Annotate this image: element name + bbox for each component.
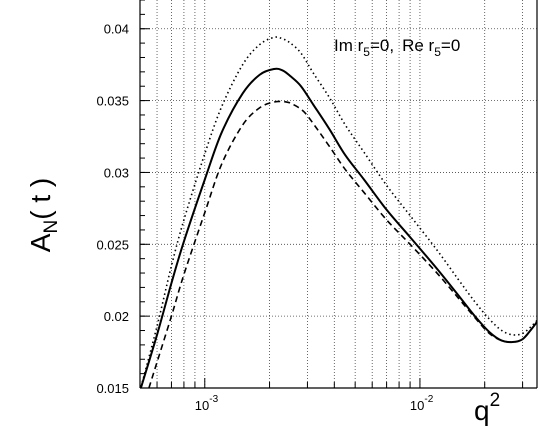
y-tick-label: 0.02 <box>104 309 129 324</box>
plot-frame <box>139 0 538 389</box>
y-axis-label-rest: ( t ) <box>25 178 56 220</box>
y-tick-label: 0.035 <box>96 94 129 109</box>
axis-ticks: 0.015 0.02 0.025 0.03 0.035 0.04 10-3 10-2 <box>96 0 524 413</box>
svg-text:Im r5=0,Re r5=0: Im r5=0, Re r5=0 <box>334 36 460 59</box>
y-axis-label-main: A <box>25 233 56 252</box>
annotation-im-val: =0, <box>370 36 394 55</box>
series-dashed-line <box>148 100 537 388</box>
annotation-im: Im r <box>334 36 364 55</box>
annotation-label: Im r5=0, Re r5=0 <box>334 36 460 59</box>
series-dotted-line <box>140 36 537 388</box>
x-axis-label-sup: 2 <box>490 390 501 411</box>
annotation-re-val: =0 <box>441 36 460 55</box>
series-solid-line <box>140 67 537 388</box>
annotation-re-sub: 5 <box>434 45 441 59</box>
x-axis-label: q2 <box>474 390 500 426</box>
y-axis-label: AN( t ) <box>25 178 62 252</box>
svg-text:AN( t ): AN( t ) <box>25 178 62 252</box>
y-tick-label: 0.015 <box>96 381 129 396</box>
y-tick-label: 0.03 <box>104 165 129 180</box>
y-axis-label-sub: N <box>41 220 62 234</box>
curves <box>140 36 537 388</box>
annotation-im-sub: 5 <box>363 45 370 59</box>
x-tick-label: 10-3 <box>195 394 219 413</box>
y-tick-label: 0.04 <box>104 22 129 37</box>
grid <box>140 0 537 388</box>
x-tick-label: 10-2 <box>410 394 434 413</box>
x-axis-label-main: q <box>474 395 490 426</box>
y-tick-label: 0.025 <box>96 237 129 252</box>
svg-text:q2: q2 <box>474 390 500 426</box>
annotation-re: Re r <box>402 36 434 55</box>
